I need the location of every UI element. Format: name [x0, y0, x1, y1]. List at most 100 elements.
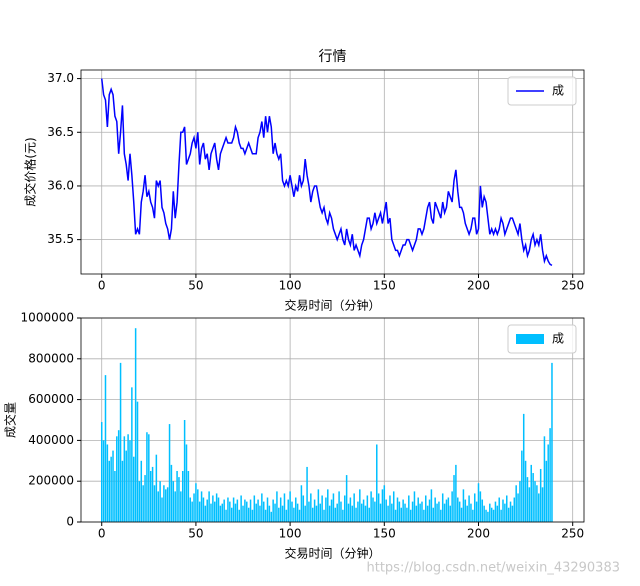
- volume-bar: [234, 503, 237, 522]
- volume-bar: [404, 503, 406, 522]
- volume-bar: [227, 497, 229, 522]
- volume-bar: [475, 501, 478, 522]
- volume-bar: [291, 501, 293, 522]
- volume-bar: [515, 485, 517, 522]
- volume-bar: [462, 489, 465, 522]
- volume-bar: [496, 505, 499, 522]
- volume-bar: [524, 460, 527, 522]
- volume-bar: [372, 497, 374, 522]
- volume-bar: [129, 440, 131, 522]
- volume-bar: [279, 497, 282, 522]
- volume-bar: [116, 436, 118, 522]
- volume-bar: [296, 503, 299, 522]
- volume-bar: [153, 485, 156, 522]
- volume-bar: [376, 444, 378, 522]
- volume-bar: [217, 497, 220, 522]
- volume-bar: [172, 481, 175, 522]
- y-axis-label: 成交价格(元): [23, 137, 38, 206]
- volume-bar: [513, 497, 516, 522]
- x-tick-label: 150: [373, 527, 396, 541]
- volume-bar: [473, 493, 476, 522]
- volume-bar: [264, 509, 267, 522]
- volume-bar: [149, 471, 152, 522]
- volume-bar: [485, 509, 487, 522]
- volume-bar: [511, 505, 514, 522]
- volume-bar: [249, 499, 252, 522]
- volume-bar: [219, 505, 222, 522]
- volume-bar: [276, 491, 278, 522]
- volume-bar: [494, 501, 497, 522]
- volume-bar: [387, 505, 389, 522]
- volume-bar: [402, 499, 404, 522]
- volume-bar: [428, 499, 431, 522]
- volume-bar: [304, 505, 306, 522]
- x-tick-label: 250: [561, 527, 584, 541]
- volume-bar: [191, 501, 193, 522]
- y-tick-label: 36.5: [47, 125, 74, 139]
- volume-bar: [381, 489, 384, 522]
- volume-bar: [287, 499, 289, 522]
- volume-bar: [409, 509, 412, 522]
- volume-bar: [176, 471, 178, 522]
- volume-bar: [136, 401, 139, 522]
- volume-bar: [174, 491, 176, 522]
- volume-bar: [438, 501, 440, 522]
- x-tick-label: 100: [279, 279, 302, 293]
- x-tick-label: 150: [373, 279, 396, 293]
- volume-bar: [351, 505, 354, 522]
- volume-bar: [517, 493, 519, 522]
- volume-bar: [543, 436, 546, 522]
- volume-bar: [521, 450, 523, 522]
- volume-bar: [353, 493, 355, 522]
- volume-bar: [266, 497, 269, 522]
- volume-bar: [289, 491, 291, 522]
- volume-bar: [131, 387, 133, 522]
- volume-bar: [458, 501, 461, 522]
- volume-bar: [165, 489, 167, 522]
- volume-bar: [415, 505, 418, 522]
- y-tick-label: 1000000: [21, 311, 74, 325]
- volume-bar: [481, 499, 484, 522]
- x-tick-label: 200: [467, 279, 490, 293]
- volume-bar: [464, 499, 467, 522]
- volume-bar: [323, 509, 325, 522]
- volume-bar: [377, 493, 380, 522]
- volume-bar: [530, 464, 533, 522]
- volume-bar: [104, 375, 107, 522]
- volume-bar: [357, 501, 359, 522]
- volume-bar: [383, 485, 386, 522]
- volume-bar: [132, 456, 135, 522]
- volume-bar: [225, 509, 227, 522]
- volume-bar: [490, 507, 493, 522]
- volume-bar: [445, 499, 448, 522]
- volume-bar: [419, 503, 421, 522]
- volume-bar: [208, 491, 210, 522]
- volume-bar: [148, 434, 150, 522]
- volume-bar: [507, 507, 510, 522]
- volume-bar: [506, 495, 508, 522]
- volume-bar: [110, 456, 112, 522]
- volume-bar: [366, 495, 369, 522]
- volume-bar: [340, 501, 342, 522]
- volume-bar: [436, 503, 438, 522]
- volume-bar: [330, 499, 333, 522]
- volume-bar: [460, 507, 463, 522]
- volume-bar: [430, 489, 433, 522]
- volume-bar: [400, 507, 403, 522]
- volume-bar: [421, 501, 423, 522]
- volume-bar: [423, 509, 425, 522]
- y-tick-label: 200000: [28, 474, 74, 488]
- volume-bar: [451, 491, 453, 522]
- volume-bar: [457, 497, 459, 522]
- volume-bar: [504, 503, 506, 522]
- volume-bar: [268, 505, 271, 522]
- volume-bar: [306, 466, 308, 522]
- y-tick-label: 800000: [28, 351, 74, 365]
- volume-bar: [394, 509, 397, 522]
- volume-bar: [108, 460, 111, 522]
- volume-bar: [144, 475, 146, 522]
- volume-bar: [315, 505, 318, 522]
- x-tick-label: 50: [188, 279, 203, 293]
- volume-bar: [426, 505, 429, 522]
- volume-bar: [246, 501, 248, 522]
